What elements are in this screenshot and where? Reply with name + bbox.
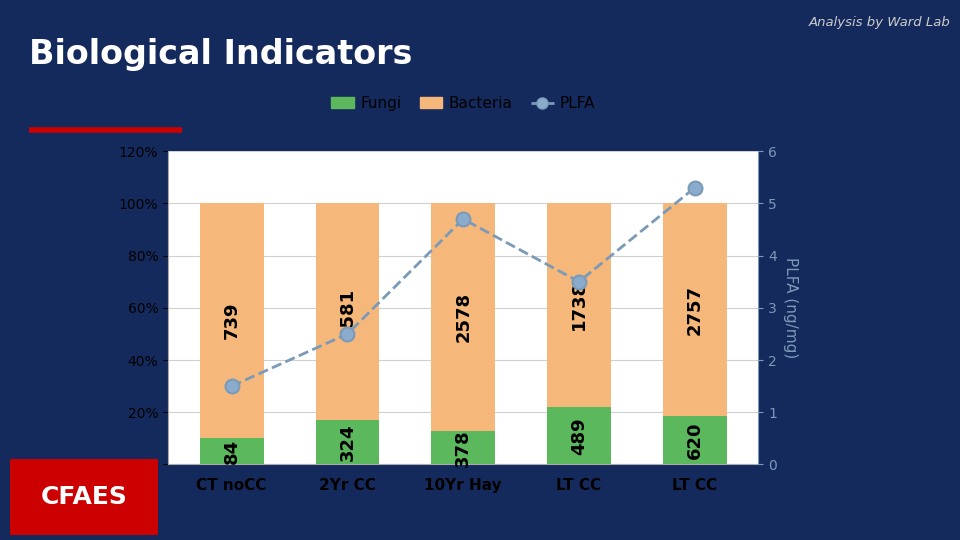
Bar: [431, 204, 495, 431]
Bar: [663, 416, 727, 464]
Text: 2757: 2757: [685, 285, 704, 335]
Bar: [663, 204, 727, 416]
Bar: [547, 204, 611, 407]
Text: 84: 84: [223, 438, 241, 464]
Bar: [316, 204, 379, 420]
Text: 620: 620: [685, 422, 704, 459]
Text: 2578: 2578: [454, 292, 472, 342]
Text: Analysis by Ward Lab: Analysis by Ward Lab: [808, 16, 950, 29]
Legend: Fungi, Bacteria, PLFA: Fungi, Bacteria, PLFA: [325, 90, 601, 117]
Text: 489: 489: [570, 417, 588, 455]
Text: 739: 739: [223, 302, 241, 339]
Text: 1581: 1581: [339, 287, 356, 337]
Text: CFAES: CFAES: [40, 485, 128, 509]
Bar: [316, 420, 379, 464]
Text: 324: 324: [339, 423, 356, 461]
Y-axis label: PLFA (ng/mg): PLFA (ng/mg): [782, 257, 798, 359]
Bar: [431, 431, 495, 464]
Bar: [547, 407, 611, 464]
Bar: [200, 438, 263, 464]
Text: 378: 378: [454, 429, 472, 467]
Text: Biological Indicators: Biological Indicators: [29, 38, 412, 71]
Bar: [200, 204, 263, 438]
Text: 1738: 1738: [570, 280, 588, 330]
